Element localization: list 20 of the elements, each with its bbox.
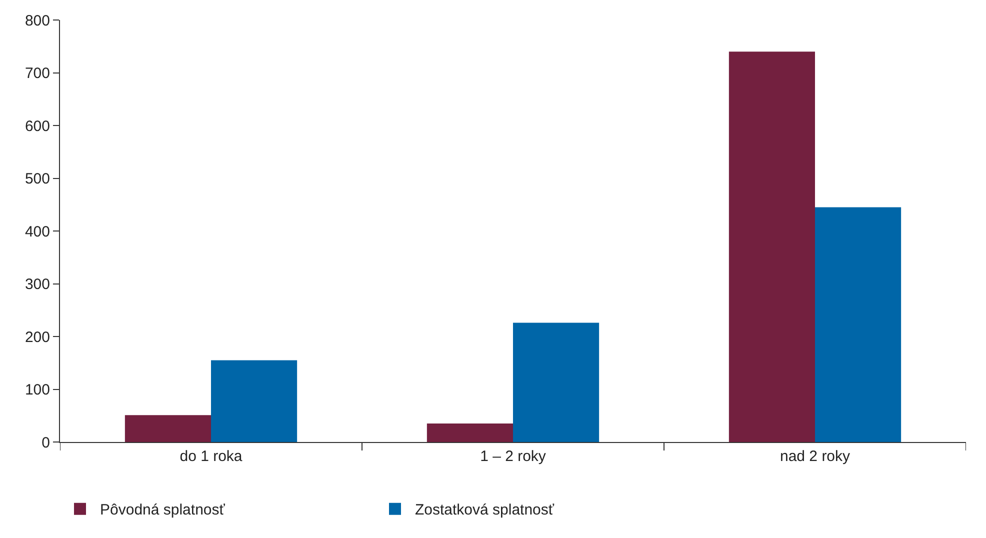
bar (513, 322, 600, 442)
legend-label: Zostatková splatnosť (415, 502, 554, 519)
x-tick-label: 1 – 2 roky (480, 448, 546, 465)
y-tick-label: 700 (24, 65, 50, 82)
y-tick-label: 400 (24, 223, 50, 240)
y-tick-label: 800 (24, 12, 50, 30)
x-tick-label: do 1 roka (180, 448, 243, 465)
y-tick-label: 500 (24, 170, 50, 188)
y-tick-label: 200 (24, 328, 50, 346)
bar (728, 52, 815, 442)
bar (815, 207, 902, 442)
bar (211, 360, 298, 442)
x-tick-label: nad 2 roky (780, 448, 851, 465)
y-tick-label: 300 (24, 276, 50, 293)
y-tick-label: 0 (42, 434, 50, 452)
bar (426, 424, 513, 442)
y-tick-label: 100 (24, 382, 50, 398)
bar (124, 415, 211, 442)
legend-label: Pôvodná splatnosť (100, 502, 226, 519)
y-tick-label: 600 (24, 118, 50, 135)
